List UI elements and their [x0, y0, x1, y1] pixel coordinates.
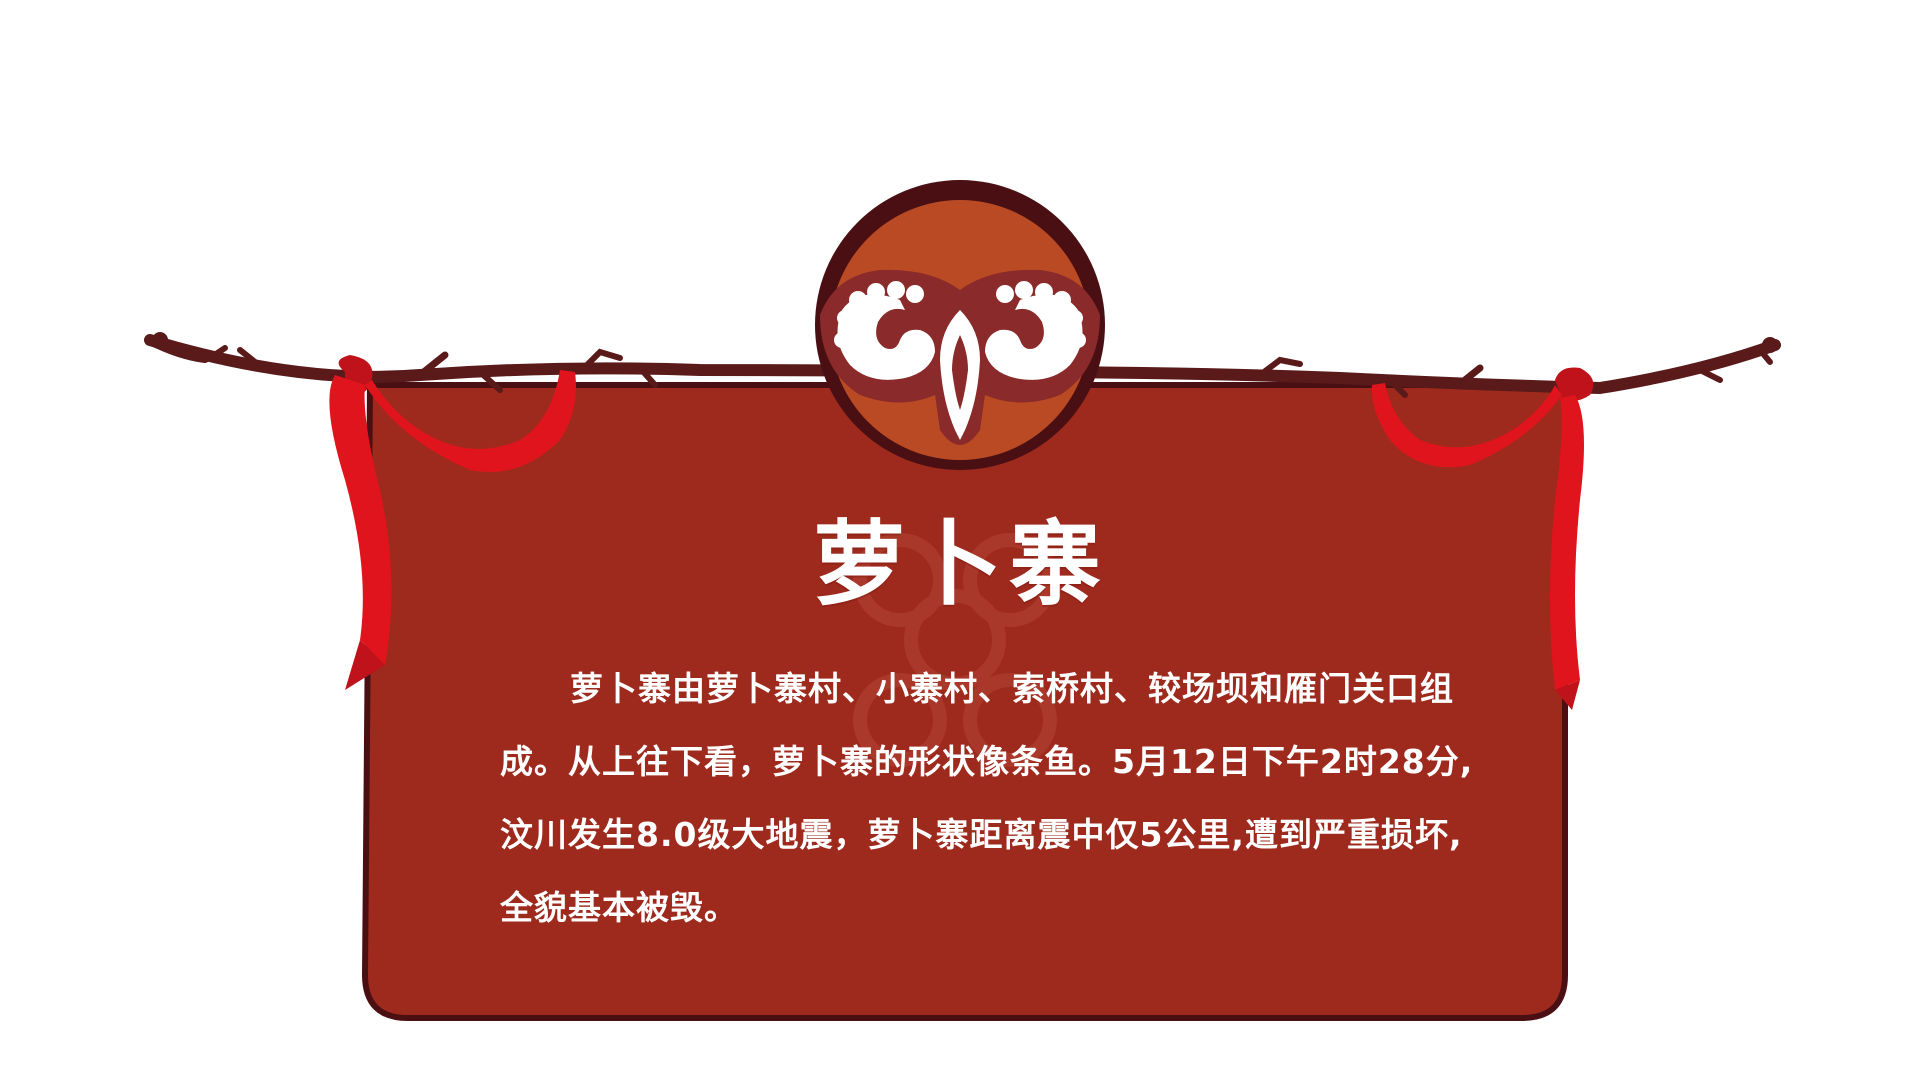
board-description: 萝卜寨由萝卜寨村、小寨村、索桥村、较场坝和雁门关口组成。从上往下看，萝卜寨的形状… [500, 669, 1474, 927]
red-ribbon-left [329, 355, 576, 690]
ram-horn-icon [815, 180, 1105, 470]
board-title: 萝卜寨 [812, 511, 1107, 618]
signboard [361, 382, 1568, 1021]
red-ribbon-right [1371, 367, 1594, 710]
watermark-pattern [853, 533, 1057, 767]
